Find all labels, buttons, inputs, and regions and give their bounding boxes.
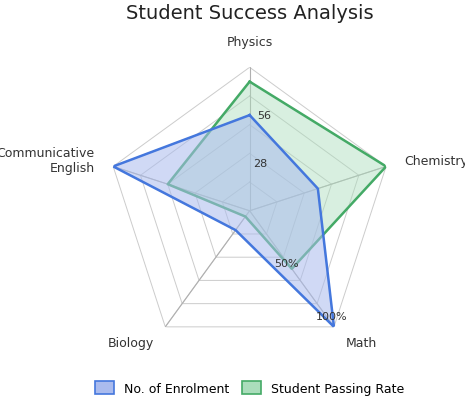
- Legend: No. of Enrolment, Student Passing Rate: No. of Enrolment, Student Passing Rate: [90, 376, 409, 400]
- Text: 28: 28: [253, 159, 268, 169]
- Title: Student Success Analysis: Student Success Analysis: [126, 4, 373, 23]
- Polygon shape: [113, 116, 334, 327]
- Polygon shape: [168, 83, 386, 269]
- Text: 56: 56: [257, 111, 271, 121]
- Text: 100%: 100%: [316, 311, 347, 321]
- Text: 50%: 50%: [274, 259, 299, 269]
